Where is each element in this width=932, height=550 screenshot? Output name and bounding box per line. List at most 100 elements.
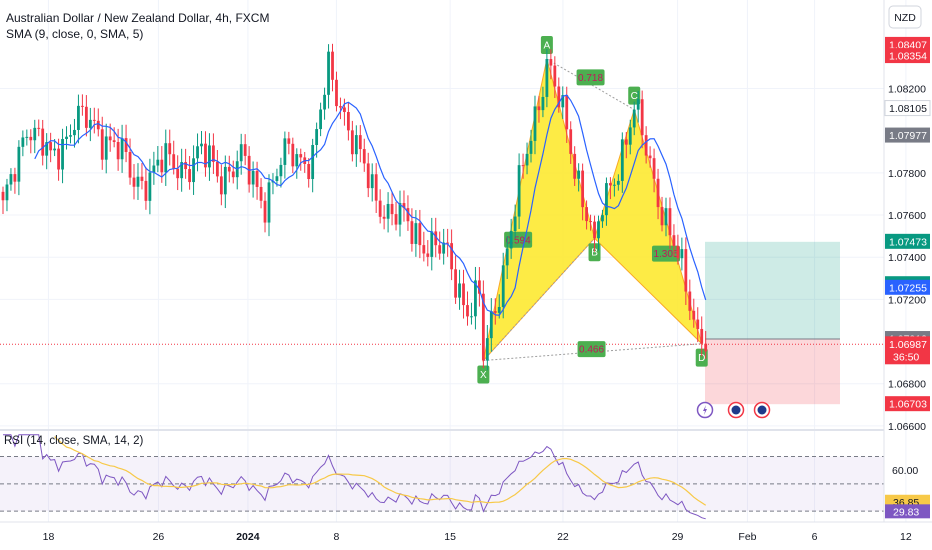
candle-body [672, 235, 676, 246]
candle-body [561, 95, 565, 108]
candle-body [442, 242, 446, 254]
time-tick-label: 29 [672, 531, 684, 543]
candle-body [335, 79, 338, 107]
candle-body [160, 159, 164, 173]
candle-body [112, 140, 116, 143]
pattern-point-a: A [540, 36, 553, 55]
currency-button-box[interactable] [888, 5, 922, 29]
candle-body [279, 164, 283, 177]
candle-body [692, 310, 696, 320]
candle-body [327, 51, 330, 95]
candle-body [319, 109, 322, 130]
au-flag-icon[interactable] [753, 401, 771, 419]
lightning-icon[interactable] [696, 401, 714, 419]
candle-body [255, 170, 259, 187]
candle-body [104, 136, 108, 160]
candle-body [481, 293, 485, 361]
candle-body [81, 105, 84, 107]
sma-line [34, 94, 707, 316]
candle-body [418, 223, 422, 246]
long-position-tool [0, 241, 884, 405]
candle-body [92, 119, 96, 121]
ratio-label-box [576, 69, 605, 86]
candle-body [430, 231, 434, 257]
candle-body [346, 112, 350, 131]
candle-body [521, 165, 525, 167]
candle-body [589, 221, 592, 223]
candle-body [478, 280, 481, 294]
rsi-badge: 29.83 [885, 504, 930, 519]
candle-body [450, 243, 454, 270]
countdown-text: 36:50 [893, 351, 919, 363]
price-badge: 1.07977 [885, 127, 930, 143]
point-label-text: D [698, 353, 705, 364]
price-badge: 1.08354 [885, 48, 930, 64]
time-tick-label: 26 [153, 531, 165, 543]
candle-body [37, 127, 41, 129]
candle-body [188, 169, 191, 183]
candle-body [446, 242, 450, 244]
candle-body [323, 94, 326, 110]
point-label-text: B [591, 248, 598, 259]
price-tick-label: 1.08200 [888, 84, 926, 96]
candle-body [132, 177, 136, 187]
candle-body [45, 142, 49, 156]
ratio-line-xb [483, 237, 595, 361]
pattern-point-d: D [695, 348, 708, 367]
price-badge-text: 1.06987 [889, 339, 927, 351]
candle-body [311, 144, 315, 180]
time-tick-label: 2024 [236, 531, 260, 543]
currency-button[interactable]: NZD [888, 5, 922, 29]
candle-body [49, 142, 53, 151]
candle-body [652, 158, 656, 179]
price-badge-box [885, 127, 930, 143]
candle-body [533, 106, 537, 141]
candle-body [497, 306, 501, 313]
rsi-legend[interactable]: RSI (14, close, SMA, 14, 2) [4, 435, 144, 447]
candle-body [1, 191, 5, 201]
candle-body [386, 203, 390, 219]
candle-body [128, 152, 132, 178]
candle-body [227, 166, 231, 172]
candle-body [513, 216, 517, 232]
price-tick-label: 1.07800 [888, 168, 926, 180]
price-badge-box [885, 48, 930, 64]
ratio-label: 0.594 [504, 231, 533, 248]
candle-body [176, 168, 180, 179]
time-tick-label: 6 [812, 531, 818, 543]
time-axis: 18 26 2024 8 15 22 29 Feb 6 12 [0, 521, 932, 543]
au-flag-icon[interactable] [727, 401, 745, 419]
ratio-label-text: 0.718 [578, 73, 603, 84]
price-tick-label: 1.07600 [888, 210, 926, 222]
point-label-box [588, 243, 601, 262]
candle-body [573, 153, 577, 179]
currency-button-label[interactable]: NZD [894, 12, 916, 24]
rsi-tick-label: 60.00 [892, 465, 918, 477]
event-icon-fill[interactable] [757, 405, 767, 415]
loss-zone [705, 339, 840, 405]
candle-body [612, 184, 616, 186]
candle-body [88, 119, 92, 128]
candle-body [624, 139, 628, 145]
candle-body [192, 158, 195, 183]
candle-body [267, 182, 271, 223]
candle-body [156, 159, 160, 166]
candle-body [628, 127, 632, 145]
candle-body [680, 249, 684, 259]
price-badge: 1.07255 [885, 279, 930, 295]
candle-body [493, 311, 497, 313]
rsi-ma-line [54, 436, 707, 506]
price-badge-text: 1.08105 [889, 103, 927, 115]
candle-body [350, 130, 354, 155]
sma-legend[interactable]: SMA (9, close, 0, SMA, 5) [6, 27, 144, 41]
ratio-label-box [651, 245, 680, 262]
price-badge-box [885, 233, 930, 249]
event-icon-fill[interactable] [731, 405, 741, 415]
candle-body [577, 170, 581, 179]
candle-body [597, 221, 600, 239]
candle-body [41, 128, 45, 156]
candle-body [29, 136, 33, 141]
candle-body [164, 143, 168, 173]
